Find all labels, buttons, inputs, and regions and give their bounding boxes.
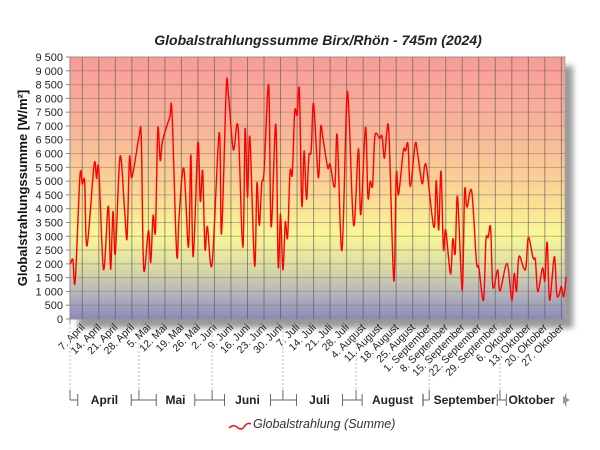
y-tick-label: 1 000 (35, 286, 63, 298)
month-label: April (91, 393, 118, 407)
y-tick-label: 6 000 (35, 149, 63, 161)
plot-background (69, 56, 566, 320)
legend-line-icon (228, 422, 252, 430)
legend-label: Globalstrahlung (Summe) (253, 417, 395, 431)
series-line-globalstrahlung (69, 77, 567, 302)
month-label: September (434, 393, 496, 407)
y-tick-label: 500 (45, 300, 63, 312)
y-axis-title: Globalstrahlungssumme [W/m²] (15, 90, 30, 286)
y-tick-label: 8 000 (35, 93, 63, 105)
y-tick-label: 9 000 (35, 66, 63, 78)
axis-arrow-icon (563, 396, 570, 404)
y-tick-label: 2 500 (35, 245, 63, 257)
y-tick-label: 0 (57, 314, 63, 326)
y-tick-label: 2 000 (35, 259, 63, 271)
y-tick-label: 5 500 (35, 162, 63, 174)
month-label: Juni (235, 393, 260, 407)
legend: Globalstrahlung (Summe) (228, 417, 395, 431)
y-tick-label: 3 000 (35, 231, 63, 243)
chart-title: Globalstrahlungssumme Birx/Rhön - 745m (… (154, 32, 482, 48)
month-label: Mai (166, 393, 186, 407)
y-tick-label: 7 500 (35, 107, 63, 119)
y-tick-label: 7 000 (35, 121, 63, 133)
y-tick-label: 1 500 (35, 273, 63, 285)
y-tick-label: 8 500 (35, 80, 63, 92)
y-tick-label: 9 500 (35, 52, 63, 64)
y-tick-label: 4 500 (35, 190, 63, 202)
month-label: August (372, 393, 413, 407)
y-tick-label: 6 500 (35, 135, 63, 147)
month-axis: April Mai Juni Juli August September Oktober (69, 323, 570, 407)
month-label: Juli (309, 393, 330, 407)
grid (70, 56, 565, 320)
y-tick-label: 3 500 (35, 217, 63, 229)
y-tick-label: 4 000 (35, 204, 63, 216)
month-label: Oktober (509, 393, 555, 407)
y-tick-label: 5 000 (35, 176, 63, 188)
